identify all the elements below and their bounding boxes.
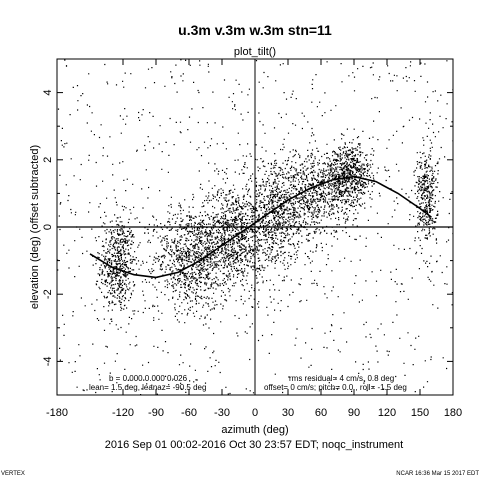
x-tick-label: -30: [214, 407, 230, 419]
y-axis-label: elevation (deg) (offset subtracted): [29, 145, 41, 309]
y-tick-label: 2: [42, 157, 54, 163]
chart-subtitle: plot_tilt(): [234, 46, 276, 58]
x-tick-label: -60: [181, 407, 197, 419]
y-tick-label: 4: [42, 90, 54, 96]
x-tick-label: -120: [112, 407, 134, 419]
fit-summary-rms: rms residual= 4 cm/s, 0.8 deg: [289, 374, 394, 383]
x-axis-label: azimuth (deg): [221, 424, 288, 436]
footer-left: VERTEX: [1, 471, 25, 477]
x-tick-label: 30: [282, 407, 294, 419]
x-tick-label: 150: [411, 407, 429, 419]
x-axis-ticks: -180 -120 -90 -60 -30 0 30 60 90 120 150 180: [46, 59, 462, 419]
date-range-caption: 2016 Sep 01 00:02-2016 Oct 30 23:57 EDT;…: [105, 439, 403, 451]
footer-right: NCAR 16:36 Mar 15 2017 EDT: [396, 471, 479, 477]
y-tick-label: -2: [42, 289, 54, 299]
x-tick-label: -90: [148, 407, 164, 419]
y-tick-label: 0: [42, 224, 54, 230]
x-tick-label: 90: [348, 407, 360, 419]
y-tick-label: -4: [42, 357, 54, 367]
fit-summary-b: b = 0.000 0.000 0.026: [109, 374, 188, 383]
fit-summary-offset: offset= 0 cm/s; pitch= 0.0 , roll= -1.5 …: [264, 383, 407, 392]
x-tick-label: 120: [378, 407, 396, 419]
fit-summary-lean: lean= 1.5 deg, leanaz= -90.5 deg: [89, 383, 206, 392]
y-axis-ticks: -4 -2 0 2 4: [42, 58, 453, 396]
fit-curve-line: [89, 175, 432, 279]
x-tick-label: 180: [444, 407, 462, 419]
x-tick-label: 60: [315, 407, 327, 419]
x-tick-label: -180: [46, 407, 68, 419]
x-tick-label: 0: [252, 407, 258, 419]
fit-curve: [89, 175, 432, 279]
chart-title: u.3m v.3m w.3m stn=11: [178, 22, 332, 38]
zero-lines: [57, 59, 453, 395]
